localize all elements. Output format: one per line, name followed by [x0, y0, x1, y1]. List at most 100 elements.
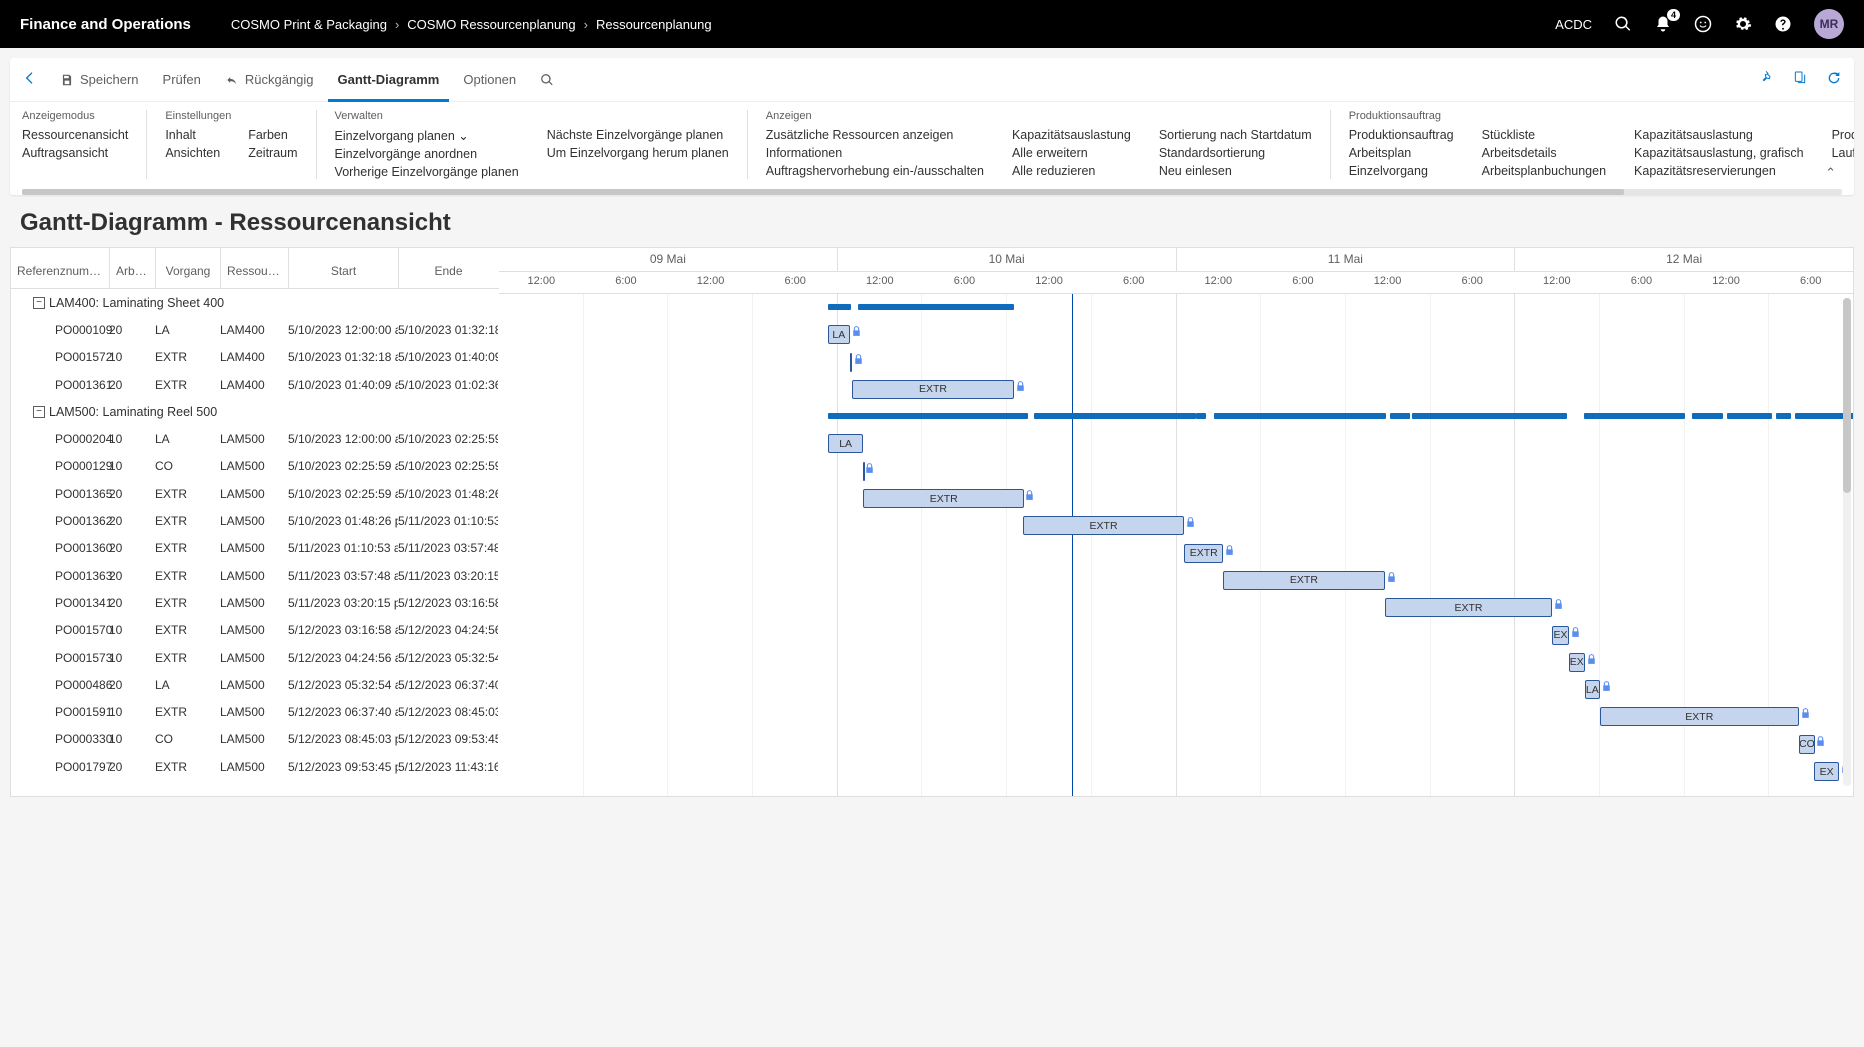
ab-link[interactable]: Farben — [248, 128, 297, 142]
check-button[interactable]: Prüfen — [153, 72, 211, 87]
ab-link[interactable]: Kapazitätsauslastung — [1012, 128, 1131, 142]
ab-link[interactable]: Zusätzliche Ressourcen anzeigen — [766, 128, 984, 142]
gantt-tab[interactable]: Gantt-Diagramm — [328, 58, 450, 102]
gantt-bar[interactable]: LA — [1585, 680, 1600, 699]
ab-link[interactable]: Sortierung nach Startdatum — [1159, 128, 1312, 142]
col-start[interactable]: Start — [288, 248, 398, 288]
ab-link[interactable]: Stückliste — [1482, 128, 1606, 142]
undo-button[interactable]: Rückgängig — [215, 72, 324, 87]
table-row[interactable]: PO00157310EXTRLAM5005/12/2023 04:24:56 a… — [11, 644, 499, 671]
table-row[interactable]: PO00179720EXTRLAM5005/12/2023 09:53:45 p… — [11, 753, 499, 780]
table-row[interactable] — [11, 780, 499, 796]
gantt-bar[interactable]: EXTR — [852, 380, 1013, 399]
gantt-bar[interactable]: EXTR — [1023, 516, 1184, 535]
gantt-bar[interactable]: EXTR — [1600, 707, 1799, 726]
ab-link[interactable]: Einzelvorgänge anordnen — [335, 147, 519, 161]
collapse-toggle[interactable]: − — [33, 406, 45, 418]
gantt-bar[interactable]: CO — [1799, 735, 1815, 754]
ab-link[interactable]: Einzelvorgang — [1349, 164, 1454, 178]
save-button[interactable]: Speichern — [50, 72, 149, 87]
breadcrumb-0[interactable]: COSMO Print & Packaging — [231, 17, 387, 32]
table-row[interactable]: PO00136520EXTRLAM5005/10/2023 02:25:59 a… — [11, 480, 499, 507]
gantt-bar[interactable]: EXTR — [863, 489, 1024, 508]
ab-link[interactable]: Arbeitsplanbuchungen — [1482, 164, 1606, 178]
actionbar-h-scrollbar[interactable] — [22, 189, 1842, 195]
table-row[interactable]: PO00048620LALAM5005/12/2023 05:32:54 am5… — [11, 671, 499, 698]
ab-link[interactable]: Einzelvorgang planen ⌄ — [335, 128, 519, 143]
table-row[interactable]: PO00157010EXTRLAM5005/12/2023 03:16:58 a… — [11, 617, 499, 644]
gantt-v-scrollbar[interactable] — [1843, 298, 1851, 786]
ab-link[interactable]: Vorherige Einzelvorgänge planen — [335, 165, 519, 179]
col-ag[interactable]: Arbeitsg… — [109, 248, 155, 288]
notification-icon[interactable]: 4 — [1654, 15, 1672, 33]
ab-link[interactable]: Alle reduzieren — [1012, 164, 1131, 178]
group-row[interactable]: −LAM500: Laminating Reel 500 — [11, 398, 499, 425]
help-icon[interactable] — [1774, 15, 1792, 33]
table-row[interactable]: PO00136020EXTRLAM5005/11/2023 01:10:53 a… — [11, 535, 499, 562]
table-row[interactable]: PO00136120EXTRLAM4005/10/2023 01:40:09 a… — [11, 371, 499, 398]
gantt-bar[interactable]: EXTR — [1223, 571, 1384, 590]
ab-link[interactable]: Kapazitätsreservierungen — [1634, 164, 1804, 178]
cell-end: 5/10/2023 01:32:18 am — [398, 323, 498, 337]
pin-icon[interactable] — [1758, 70, 1774, 89]
cell-ag: 10 — [109, 432, 155, 446]
table-row[interactable]: PO00136320EXTRLAM5005/11/2023 03:57:48 a… — [11, 562, 499, 589]
ab-link[interactable]: Nächste Einzelvorgänge planen — [547, 128, 729, 142]
search-button[interactable] — [530, 73, 564, 87]
ab-link[interactable]: Um Einzelvorgang herum planen — [547, 146, 729, 160]
col-end[interactable]: Ende — [398, 248, 498, 288]
gantt-bar[interactable]: EXTR — [1184, 544, 1223, 563]
gantt-bar[interactable]: LA — [828, 325, 850, 344]
table-row[interactable]: PO00012910COLAM5005/10/2023 02:25:59 am5… — [11, 453, 499, 480]
table-row[interactable]: PO00159110EXTRLAM5005/12/2023 06:37:40 a… — [11, 698, 499, 725]
ab-link[interactable]: Laufkarte — [1832, 146, 1854, 160]
ab-link[interactable]: Alle erweitern — [1012, 146, 1131, 160]
attach-icon[interactable] — [1792, 70, 1808, 89]
col-vg[interactable]: Vorgang — [155, 248, 220, 288]
table-row[interactable]: PO00157210EXTRLAM4005/10/2023 01:32:18 a… — [11, 344, 499, 371]
refresh-icon[interactable] — [1826, 70, 1842, 89]
ab-link[interactable]: Produktionsauftrag — [1349, 128, 1454, 142]
ab-group-title: Verwalten — [335, 110, 729, 122]
group-row[interactable]: −LAM400: Laminating Sheet 400 — [11, 289, 499, 316]
table-row[interactable]: PO00134120EXTRLAM5005/11/2023 03:20:15 p… — [11, 589, 499, 616]
table-row[interactable]: PO00020410LALAM5005/10/2023 12:00:00 am5… — [11, 425, 499, 452]
options-tab[interactable]: Optionen — [453, 72, 526, 87]
breadcrumb-1[interactable]: COSMO Ressourcenplanung — [407, 17, 575, 32]
col-res[interactable]: Ressource — [220, 248, 288, 288]
ab-link[interactable]: Auftragshervorhebung ein-/ausschalten — [766, 164, 984, 178]
ab-link[interactable]: Ressourcenansicht — [22, 128, 128, 142]
ab-link[interactable]: Inhalt — [165, 128, 220, 142]
breadcrumb-2[interactable]: Ressourcenplanung — [596, 17, 712, 32]
search-icon[interactable] — [1614, 15, 1632, 33]
table-row[interactable]: PO00010920LALAM4005/10/2023 12:00:00 am5… — [11, 316, 499, 343]
col-ref[interactable]: Referenznummer — [11, 248, 109, 288]
table-row[interactable]: PO00033010COLAM5005/12/2023 08:45:03 pm5… — [11, 726, 499, 753]
chevron-up-icon[interactable]: ⌃ — [1825, 165, 1836, 181]
ab-link[interactable]: Kapazitätsauslastung, grafisch — [1634, 146, 1804, 160]
table-row[interactable]: PO00136220EXTRLAM5005/10/2023 01:48:26 p… — [11, 507, 499, 534]
gantt-bar[interactable]: EX — [1569, 653, 1585, 672]
ab-link[interactable]: Zeitraum — [248, 146, 297, 160]
gantt-bar[interactable]: EX — [1814, 762, 1840, 781]
scrollbar-thumb[interactable] — [22, 189, 1624, 195]
smile-icon[interactable] — [1694, 15, 1712, 33]
ab-link[interactable]: Arbeitsdetails — [1482, 146, 1606, 160]
back-button[interactable] — [22, 70, 38, 89]
ab-link[interactable]: Arbeitsplan — [1349, 146, 1454, 160]
brand-label: Finance and Operations — [20, 16, 191, 33]
ab-link[interactable]: Standardsortierung — [1159, 146, 1312, 160]
gear-icon[interactable] — [1734, 15, 1752, 33]
ab-link[interactable]: Ansichten — [165, 146, 220, 160]
gantt-bar[interactable]: LA — [828, 434, 863, 453]
ab-link[interactable]: Produktionsauft… — [1832, 128, 1854, 142]
user-avatar[interactable]: MR — [1814, 9, 1844, 39]
scrollbar-thumb[interactable] — [1843, 298, 1851, 493]
gantt-bar[interactable]: EXTR — [1385, 598, 1553, 617]
ab-link[interactable]: Kapazitätsauslastung — [1634, 128, 1804, 142]
ab-link[interactable]: Auftragsansicht — [22, 146, 128, 160]
ab-link[interactable]: Informationen — [766, 146, 984, 160]
gantt-bar[interactable]: EX — [1552, 626, 1568, 645]
collapse-toggle[interactable]: − — [33, 297, 45, 309]
ab-link[interactable]: Neu einlesen — [1159, 164, 1312, 178]
